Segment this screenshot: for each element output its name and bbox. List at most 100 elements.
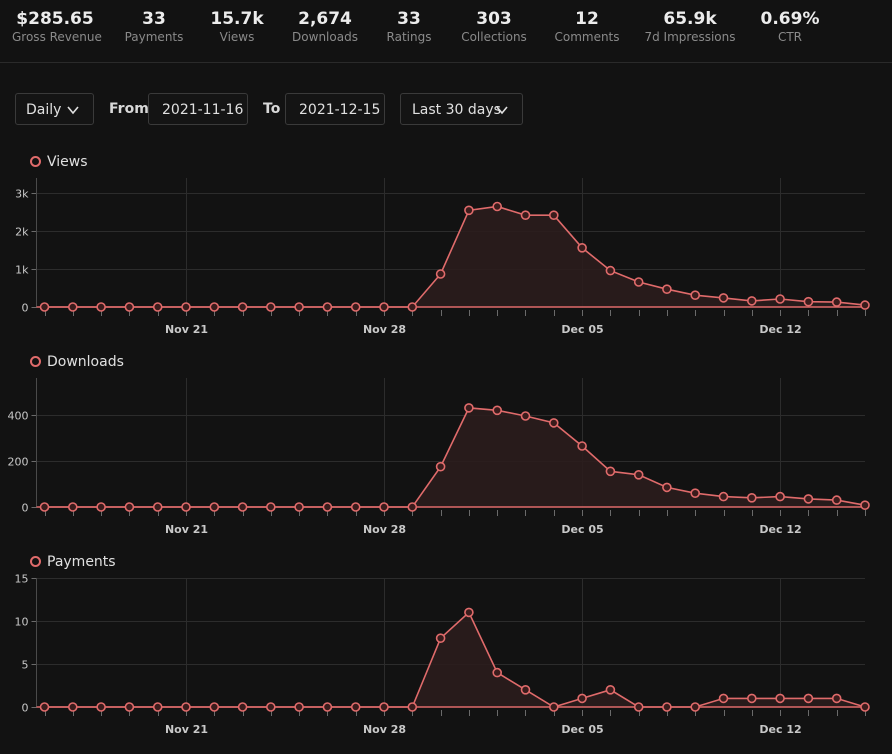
from-date-input[interactable]: 2021-11-16 [148,93,248,125]
x-tick-label: Nov 21 [165,723,208,736]
data-point [464,607,474,618]
interval-select[interactable]: Daily [15,93,94,125]
data-point [662,702,672,712]
y-tick-label: 2k [15,226,29,239]
data-point [831,297,842,307]
data-point [803,296,814,307]
data-point [633,277,644,287]
x-tick-label: Dec 12 [759,323,801,336]
data-point [68,702,78,712]
data-point [860,702,870,712]
data-point [464,403,474,413]
data-point [548,702,559,712]
stat-gross-revenue: $285.65 Gross Revenue [12,8,102,44]
y-tick-label: 5 [22,659,29,672]
views-chart-title-text: Views [47,154,88,170]
data-point [407,502,418,512]
data-point [690,290,701,300]
stat-value: 0.69% [760,9,820,29]
data-point [39,502,50,512]
data-point [39,702,50,712]
stat-label: Payments [124,30,184,44]
data-point [350,302,361,312]
from-date-value: 2021-11-16 [162,102,244,118]
data-point [690,488,701,498]
y-tick-label: 0 [22,302,29,315]
views-chart-title: Views [30,154,88,170]
data-point [265,502,276,512]
data-point [548,210,559,221]
x-tick-label: Nov 28 [363,323,406,336]
y-tick-label: 3k [15,188,29,201]
data-point [237,702,248,712]
data-point [407,702,418,712]
data-point [124,502,135,512]
y-tick-label: 0 [22,502,29,515]
data-point [746,493,757,503]
data-point [633,702,644,712]
chevron-down-icon [496,106,508,115]
data-point [492,405,503,416]
stat-views: 15.7k Views [204,8,270,44]
data-point [322,302,333,312]
stat-value: 303 [476,9,512,29]
x-tick-label: Nov 21 [165,323,208,336]
from-label: From [109,101,149,117]
x-tick-label: Dec 12 [759,523,801,536]
data-point [718,293,729,303]
x-tick-label: Dec 12 [759,723,801,736]
y-tick-label: 400 [8,410,29,423]
data-point [152,502,163,512]
to-date-input[interactable]: 2021-12-15 [285,93,385,125]
x-tick-label: Dec 05 [561,523,603,536]
to-label: To [263,101,281,117]
data-point [379,302,389,312]
data-point [803,494,814,504]
data-point [746,296,757,306]
data-point [96,502,106,512]
data-point [775,491,785,502]
y-tick-label: 1k [15,264,29,277]
data-point [548,418,559,428]
range-select-value: Last 30 days [412,102,501,118]
data-point [633,470,644,480]
data-point [718,693,729,704]
data-point [803,693,814,704]
stat-value: $285.65 [16,9,94,29]
data-point [520,210,531,221]
stat-value: 65.9k [663,9,717,29]
stat-ctr: 0.69% CTR [755,8,825,44]
data-point [294,702,304,712]
data-point [435,269,446,279]
stat-downloads: 2,674 Downloads [290,8,360,44]
data-point [39,302,50,312]
data-point [124,302,135,312]
stat-value: 33 [142,9,166,29]
data-point [181,302,191,312]
data-point [605,685,616,695]
chevron-down-icon [67,106,79,115]
to-date-value: 2021-12-15 [299,102,381,118]
range-select[interactable]: Last 30 days [400,93,523,125]
data-point [181,502,191,512]
y-tick-label: 10 [15,616,29,629]
payments-chart-title: Payments [30,554,116,570]
views-chart-plot: 0 1k 2k 3k Nov 21 Nov 28 Dec 05 Dec 12 [15,178,870,336]
stat-label: Comments [554,30,620,44]
data-point [577,243,587,253]
data-point [718,491,729,502]
payments-chart-plot: 0 5 10 15 Nov 21 Nov 28 Dec 05 Dec 12 [15,573,870,736]
downloads-chart: Downloads 0 200 400 Nov 21 Nov 28 Dec 05 Dec 1… [0,354,892,554]
data-point [68,502,78,512]
data-point [520,411,531,421]
stat-label: Views [219,30,255,44]
views-chart: Views 0 1k 2k 3k Nov 21 Nov 28 Dec 05 Dec 12 [0,154,892,354]
data-point [350,702,361,712]
data-point [492,667,503,678]
stat-label: Gross Revenue [12,30,102,44]
data-point [265,702,276,712]
data-point [662,482,672,493]
data-point [379,502,389,512]
data-point [860,300,870,310]
downloads-chart-plot: 0 200 400 Nov 21 Nov 28 Dec 05 Dec 12 [8,378,870,536]
